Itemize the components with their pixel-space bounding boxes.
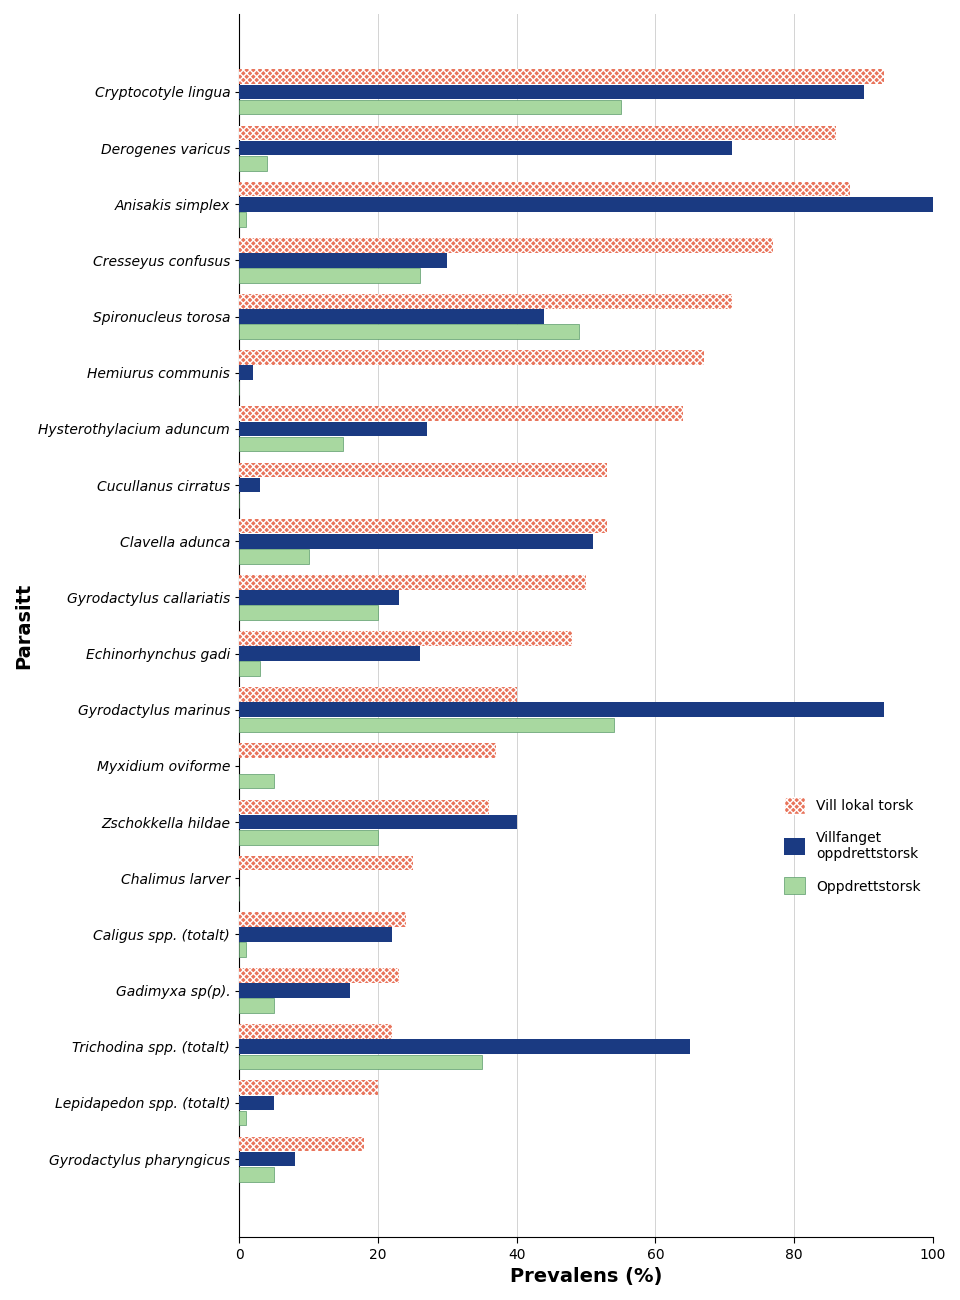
- Bar: [239, 198, 933, 212]
- Bar: [239, 309, 544, 324]
- Bar: [239, 1152, 295, 1166]
- Bar: [239, 1080, 378, 1095]
- Bar: [239, 182, 850, 196]
- Bar: [239, 718, 613, 732]
- X-axis label: Prevalens (%): Prevalens (%): [510, 1268, 662, 1286]
- Bar: [239, 855, 413, 871]
- Y-axis label: Parasitt: Parasitt: [13, 582, 33, 668]
- Bar: [239, 407, 684, 421]
- Bar: [239, 590, 398, 605]
- Bar: [239, 350, 704, 365]
- Bar: [239, 688, 516, 702]
- Bar: [239, 421, 426, 437]
- Bar: [239, 463, 607, 477]
- Bar: [239, 1110, 246, 1126]
- Bar: [239, 927, 392, 941]
- Bar: [239, 182, 850, 196]
- Bar: [239, 911, 406, 927]
- Bar: [239, 1040, 690, 1054]
- Bar: [239, 606, 378, 620]
- Bar: [239, 437, 344, 451]
- Bar: [239, 407, 684, 421]
- Bar: [239, 774, 274, 788]
- Legend: Vill lokal torsk, Villfanget
oppdrettstorsk, Oppdrettstorsk: Vill lokal torsk, Villfanget oppdrettsto…: [779, 792, 926, 900]
- Bar: [239, 1096, 274, 1110]
- Bar: [239, 519, 607, 533]
- Bar: [239, 84, 864, 99]
- Bar: [239, 126, 836, 140]
- Bar: [239, 829, 378, 845]
- Bar: [239, 350, 704, 365]
- Bar: [239, 212, 246, 226]
- Bar: [239, 911, 406, 927]
- Bar: [239, 688, 516, 702]
- Bar: [239, 238, 774, 252]
- Bar: [239, 998, 274, 1013]
- Bar: [239, 744, 496, 758]
- Bar: [239, 1080, 378, 1095]
- Bar: [239, 630, 572, 646]
- Bar: [239, 800, 489, 814]
- Bar: [239, 942, 246, 957]
- Bar: [239, 365, 253, 380]
- Bar: [239, 294, 732, 308]
- Bar: [239, 1024, 392, 1039]
- Bar: [239, 1136, 364, 1152]
- Bar: [239, 69, 884, 84]
- Bar: [239, 702, 884, 718]
- Bar: [239, 254, 447, 268]
- Bar: [239, 1054, 482, 1069]
- Bar: [239, 815, 516, 829]
- Bar: [239, 968, 398, 983]
- Bar: [239, 1136, 364, 1152]
- Bar: [239, 575, 586, 590]
- Bar: [239, 140, 732, 156]
- Bar: [239, 646, 420, 660]
- Bar: [239, 156, 267, 170]
- Bar: [239, 126, 836, 140]
- Bar: [239, 519, 607, 533]
- Bar: [239, 983, 350, 998]
- Bar: [239, 1024, 392, 1039]
- Bar: [239, 575, 586, 590]
- Bar: [239, 630, 572, 646]
- Bar: [239, 534, 593, 549]
- Bar: [239, 800, 489, 814]
- Bar: [239, 549, 308, 564]
- Bar: [239, 325, 579, 339]
- Bar: [239, 855, 413, 871]
- Bar: [239, 1167, 274, 1182]
- Bar: [239, 100, 621, 114]
- Bar: [239, 69, 884, 84]
- Bar: [239, 478, 260, 493]
- Bar: [239, 662, 260, 676]
- Bar: [239, 968, 398, 983]
- Bar: [239, 238, 774, 252]
- Bar: [239, 463, 607, 477]
- Bar: [239, 744, 496, 758]
- Bar: [239, 294, 732, 308]
- Bar: [239, 268, 420, 283]
